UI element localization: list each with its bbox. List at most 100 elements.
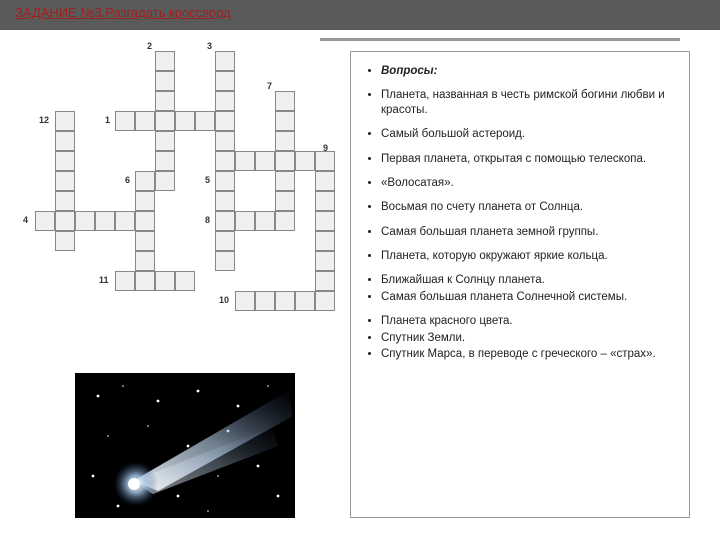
crossword-cell[interactable]: [135, 111, 155, 131]
crossword-cell[interactable]: [135, 191, 155, 211]
crossword-number: 10: [219, 295, 229, 305]
crossword-cell[interactable]: [135, 231, 155, 251]
crossword-cell[interactable]: [315, 291, 335, 311]
question-item: Самая большая планета земной группы.: [381, 225, 675, 239]
crossword-cell[interactable]: [55, 111, 75, 131]
crossword-cell[interactable]: [275, 111, 295, 131]
crossword-cell[interactable]: [215, 171, 235, 191]
crossword-cell[interactable]: [275, 171, 295, 191]
task-label: ЗАДАНИЕ №3.: [15, 5, 105, 20]
left-column: 237121965481110: [15, 51, 335, 518]
crossword-cell[interactable]: [135, 171, 155, 191]
crossword-cell[interactable]: [55, 171, 75, 191]
crossword-cell[interactable]: [215, 231, 235, 251]
crossword-cell[interactable]: [155, 271, 175, 291]
crossword-cell[interactable]: [235, 151, 255, 171]
crossword-cell[interactable]: [235, 211, 255, 231]
question-item: Спутник Марса, в переводе с греческого –…: [381, 347, 675, 361]
task-rest: Разгадать кроссворд: [105, 5, 231, 20]
question-item: Самый большой астероид.: [381, 127, 675, 141]
questions-title: Вопросы:: [381, 64, 675, 78]
crossword-number: 2: [147, 41, 152, 51]
crossword-cell[interactable]: [255, 291, 275, 311]
crossword-cell[interactable]: [55, 191, 75, 211]
crossword-number: 9: [323, 143, 328, 153]
crossword-cell[interactable]: [155, 91, 175, 111]
crossword-cell[interactable]: [255, 151, 275, 171]
crossword-cell[interactable]: [215, 211, 235, 231]
crossword-cell[interactable]: [75, 211, 95, 231]
crossword-cell[interactable]: [215, 51, 235, 71]
crossword-cell[interactable]: [55, 151, 75, 171]
crossword-cell[interactable]: [55, 211, 75, 231]
question-item: Планета, которую окружают яркие кольца.: [381, 249, 675, 263]
question-item: Самая большая планета Солнечной системы.: [381, 290, 675, 304]
crossword-number: 1: [105, 115, 110, 125]
crossword-cell[interactable]: [55, 231, 75, 251]
crossword-cell[interactable]: [235, 291, 255, 311]
question-item: Спутник Земли.: [381, 331, 675, 345]
header-bar: ЗАДАНИЕ №3.Разгадать кроссворд: [0, 0, 720, 30]
crossword-cell[interactable]: [275, 191, 295, 211]
crossword-cell[interactable]: [155, 131, 175, 151]
crossword-cell[interactable]: [315, 151, 335, 171]
crossword-grid: 237121965481110: [15, 51, 325, 361]
crossword-cell[interactable]: [135, 211, 155, 231]
crossword-number: 11: [99, 275, 109, 285]
crossword-number: 7: [267, 81, 272, 91]
crossword-cell[interactable]: [135, 251, 155, 271]
questions-list-tight: Ближайшая к Солнцу планета. Самая больша…: [365, 273, 675, 361]
crossword-cell[interactable]: [35, 211, 55, 231]
crossword-cell[interactable]: [215, 91, 235, 111]
crossword-cell[interactable]: [215, 251, 235, 271]
crossword-cell[interactable]: [175, 271, 195, 291]
crossword-cell[interactable]: [275, 151, 295, 171]
question-item: Ближайшая к Солнцу планета.: [381, 273, 675, 287]
crossword-cell[interactable]: [275, 131, 295, 151]
crossword-cell[interactable]: [275, 291, 295, 311]
crossword-number: 6: [125, 175, 130, 185]
crossword-number: 12: [39, 115, 49, 125]
crossword-cell[interactable]: [155, 111, 175, 131]
crossword-cell[interactable]: [315, 191, 335, 211]
crossword-cell[interactable]: [315, 231, 335, 251]
crossword-cell[interactable]: [275, 91, 295, 111]
crossword-cell[interactable]: [155, 171, 175, 191]
crossword-cell[interactable]: [95, 211, 115, 231]
question-item: Восьмая по счету планета от Солнца.: [381, 200, 675, 214]
crossword-cell[interactable]: [135, 271, 155, 291]
crossword-cell[interactable]: [275, 211, 295, 231]
crossword-cell[interactable]: [175, 111, 195, 131]
crossword-cell[interactable]: [195, 111, 215, 131]
crossword-cell[interactable]: [295, 291, 315, 311]
crossword-number: 4: [23, 215, 28, 225]
crossword-cell[interactable]: [55, 131, 75, 151]
crossword-cell[interactable]: [115, 111, 135, 131]
crossword-cell[interactable]: [215, 191, 235, 211]
comet-image: [75, 373, 295, 518]
crossword-cell[interactable]: [295, 151, 315, 171]
crossword-cell[interactable]: [215, 111, 235, 131]
crossword-cell[interactable]: [155, 151, 175, 171]
crossword-cell[interactable]: [315, 171, 335, 191]
content: 237121965481110: [0, 41, 720, 518]
questions-panel: Вопросы: Планета, названная в честь римс…: [350, 51, 690, 518]
crossword-cell[interactable]: [315, 251, 335, 271]
questions-list: Вопросы: Планета, названная в честь римс…: [365, 64, 675, 263]
crossword-cell[interactable]: [155, 71, 175, 91]
question-item: Планета красного цвета.: [381, 314, 675, 328]
crossword-cell[interactable]: [115, 211, 135, 231]
question-item: Первая планета, открытая с помощью телес…: [381, 152, 675, 166]
crossword-number: 8: [205, 215, 210, 225]
crossword-cell[interactable]: [315, 211, 335, 231]
crossword-cell[interactable]: [255, 211, 275, 231]
question-item: «Волосатая».: [381, 176, 675, 190]
crossword-cell[interactable]: [315, 271, 335, 291]
crossword-cell[interactable]: [215, 71, 235, 91]
crossword-cell[interactable]: [115, 271, 135, 291]
crossword-cell[interactable]: [215, 151, 235, 171]
crossword-cell[interactable]: [155, 51, 175, 71]
question-item: Планета, названная в честь римской богин…: [381, 88, 675, 117]
crossword-number: 5: [205, 175, 210, 185]
crossword-cell[interactable]: [215, 131, 235, 151]
